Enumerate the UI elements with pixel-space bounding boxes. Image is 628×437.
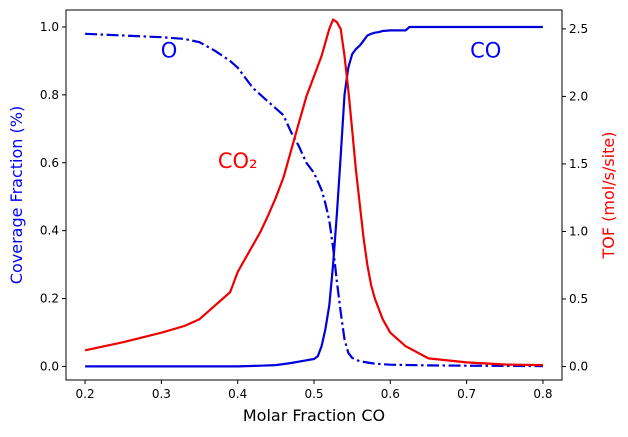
series-co-line (85, 25, 543, 368)
left-axis-title: Coverage Fraction (%) (7, 106, 26, 284)
right-axis-ticks: 0.0 0.5 1.0 1.5 2.0 2.5 (562, 22, 588, 373)
series-o-line (85, 32, 543, 368)
x-tick-label: 0.7 (457, 387, 476, 401)
left-axis-ticks: 0.0 0.2 0.4 0.6 0.8 1.0 (40, 20, 66, 373)
x-tick-label: 0.6 (381, 387, 400, 401)
annotation-layer: O CO CO₂ (161, 39, 502, 173)
left-tick-label: 0.0 (40, 359, 59, 373)
x-tick-label: 0.5 (304, 387, 323, 401)
x-tick-label: 0.3 (152, 387, 171, 401)
right-tick-label: 0.0 (569, 359, 588, 373)
series-layer (84, 18, 543, 368)
x-tick-label: 0.8 (533, 387, 552, 401)
x-tick-label: 0.2 (76, 387, 95, 401)
right-tick-label: 2.5 (569, 22, 588, 36)
left-tick-label: 0.6 (40, 156, 59, 170)
left-tick-label: 1.0 (40, 20, 59, 34)
right-axis-title: TOF (mol/s/site) (599, 132, 618, 260)
left-tick-label: 0.4 (40, 224, 59, 238)
annotation-label: O (161, 39, 178, 63)
annotation-label: CO (470, 39, 501, 63)
left-tick-label: 0.2 (40, 292, 59, 306)
x-axis-ticks: 0.2 0.3 0.4 0.5 0.6 0.7 0.8 (76, 380, 552, 401)
left-tick-label: 0.8 (40, 88, 59, 102)
right-tick-label: 0.5 (569, 292, 588, 306)
x-tick-label: 0.4 (228, 387, 247, 401)
x-axis-title: Molar Fraction CO (243, 406, 385, 425)
series-co2-line (84, 18, 543, 367)
right-tick-label: 1.5 (569, 157, 588, 171)
annotation-label: CO₂ (218, 149, 258, 173)
right-tick-label: 1.0 (569, 224, 588, 238)
right-tick-label: 2.0 (569, 89, 588, 103)
